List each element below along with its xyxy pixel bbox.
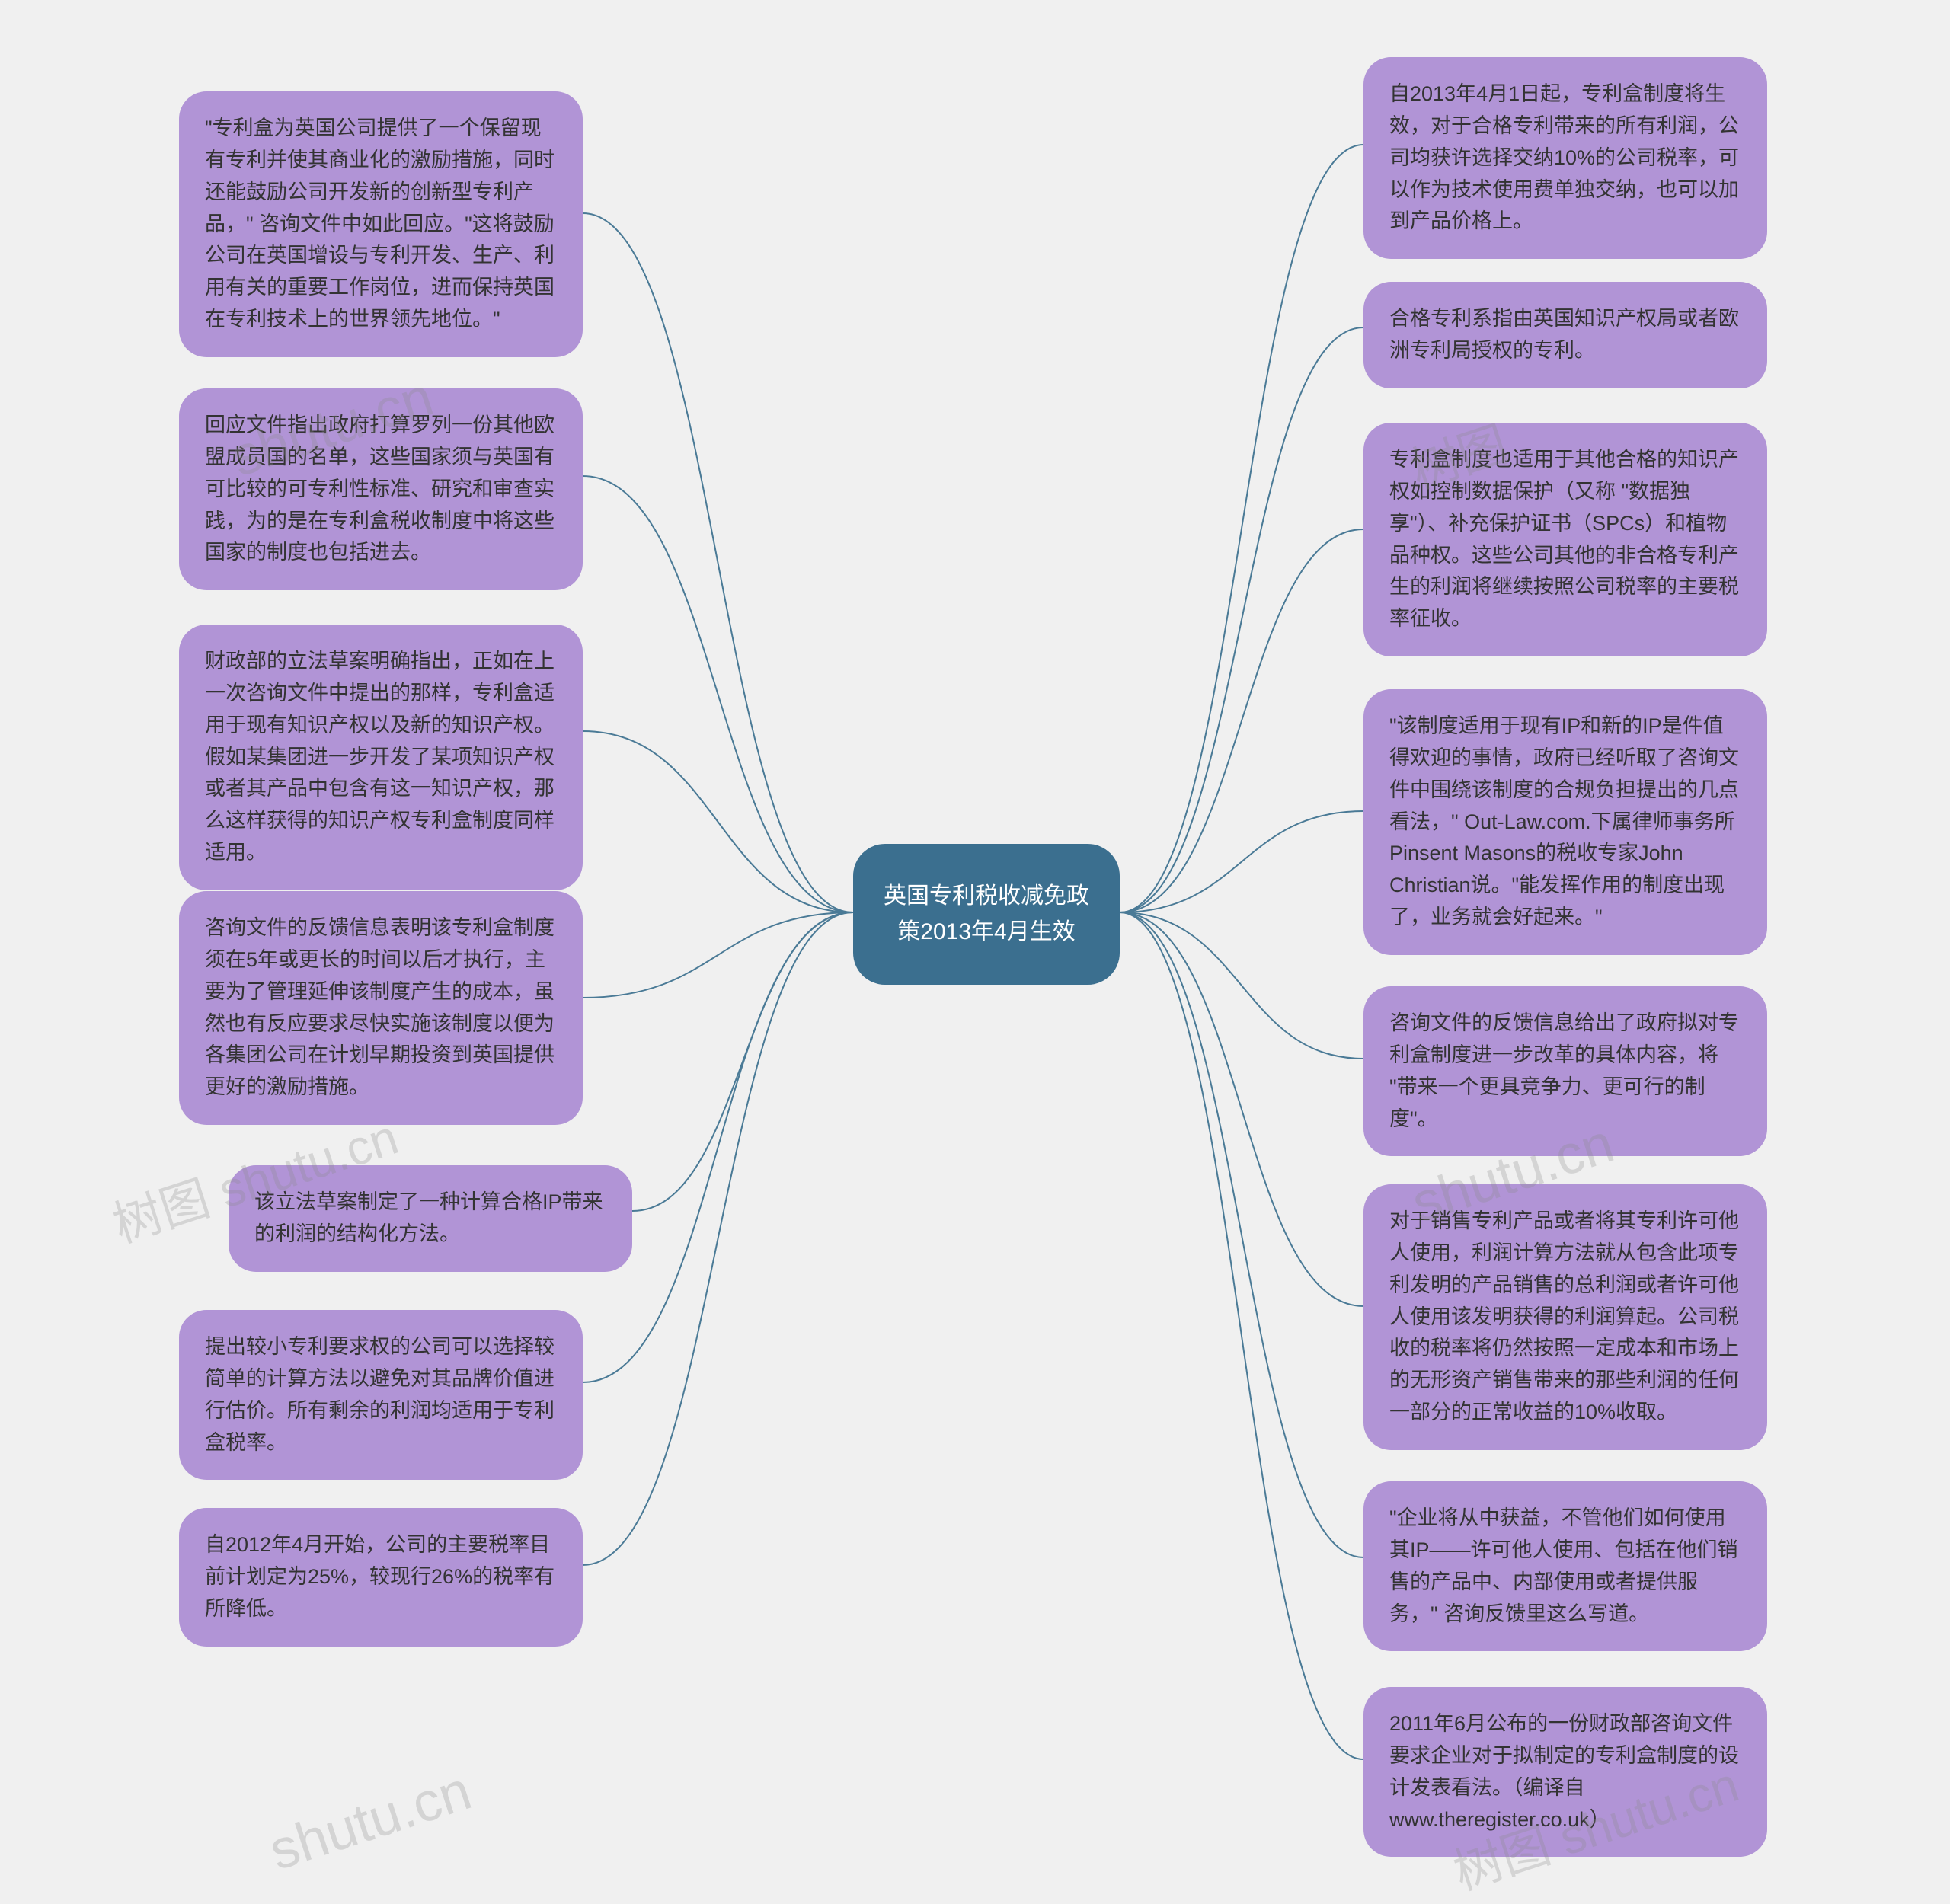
branch-node-left-4: 咨询文件的反馈信息表明该专利盒制度须在5年或更长的时间以后才执行，主要为了管理延… <box>179 891 583 1125</box>
branch-text: 合格专利系指由英国知识产权局或者欧洲专利局授权的专利。 <box>1389 307 1739 362</box>
branch-node-left-5: 该立法草案制定了一种计算合格IP带来的利润的结构化方法。 <box>229 1165 632 1272</box>
branch-text: 回应文件指出政府打算罗列一份其他欧盟成员国的名单，这些国家须与英国有可比较的可专… <box>205 414 555 564</box>
branch-text: 专利盒制度也适用于其他合格的知识产权如控制数据保护（又称 "数据独享"）、补充保… <box>1389 448 1739 630</box>
branch-text: 该立法草案制定了一种计算合格IP带来的利润的结构化方法。 <box>254 1190 603 1245</box>
branch-node-left-3: 财政部的立法草案明确指出，正如在上一次咨询文件中提出的那样，专利盒适用于现有知识… <box>179 625 583 890</box>
center-topic: 英国专利税收减免政策2013年4月生效 <box>853 844 1120 985</box>
branch-node-left-7: 自2012年4月开始，公司的主要税率目前计划定为25%，较现行26%的税率有所降… <box>179 1508 583 1647</box>
branch-text: 2011年6月公布的一份财政部咨询文件要求企业对于拟制定的专利盒制度的设计发表看… <box>1389 1712 1739 1831</box>
branch-text: "企业将从中获益，不管他们如何使用其IP——许可他人使用、包括在他们销售的产品中… <box>1389 1506 1738 1625</box>
branch-node-left-1: "专利盒为英国公司提供了一个保留现有专利并使其商业化的激励措施，同时还能鼓励公司… <box>179 91 583 357</box>
branch-node-right-3: 专利盒制度也适用于其他合格的知识产权如控制数据保护（又称 "数据独享"）、补充保… <box>1363 423 1767 656</box>
branch-node-right-5: 咨询文件的反馈信息给出了政府拟对专利盒制度进一步改革的具体内容，将 "带来一个更… <box>1363 986 1767 1156</box>
branch-node-right-4: "该制度适用于现有IP和新的IP是件值得欢迎的事情，政府已经听取了咨询文件中围绕… <box>1363 689 1767 955</box>
branch-text: "专利盒为英国公司提供了一个保留现有专利并使其商业化的激励措施，同时还能鼓励公司… <box>205 117 555 331</box>
branch-text: 财政部的立法草案明确指出，正如在上一次咨询文件中提出的那样，专利盒适用于现有知识… <box>205 650 555 864</box>
center-topic-text: 英国专利税收减免政策2013年4月生效 <box>884 883 1089 944</box>
branch-node-left-2: 回应文件指出政府打算罗列一份其他欧盟成员国的名单，这些国家须与英国有可比较的可专… <box>179 388 583 590</box>
branch-node-right-8: 2011年6月公布的一份财政部咨询文件要求企业对于拟制定的专利盒制度的设计发表看… <box>1363 1687 1767 1857</box>
branch-text: 咨询文件的反馈信息表明该专利盒制度须在5年或更长的时间以后才执行，主要为了管理延… <box>205 916 555 1098</box>
branch-node-right-6: 对于销售专利产品或者将其专利许可他人使用，利润计算方法就从包含此项专利发明的产品… <box>1363 1184 1767 1450</box>
branch-node-right-7: "企业将从中获益，不管他们如何使用其IP——许可他人使用、包括在他们销售的产品中… <box>1363 1481 1767 1651</box>
branch-text: 咨询文件的反馈信息给出了政府拟对专利盒制度进一步改革的具体内容，将 "带来一个更… <box>1389 1011 1739 1130</box>
mindmap-canvas: 英国专利税收减免政策2013年4月生效 "专利盒为英国公司提供了一个保留现有专利… <box>0 0 1950 1901</box>
branch-text: 对于销售专利产品或者将其专利许可他人使用，利润计算方法就从包含此项专利发明的产品… <box>1389 1209 1739 1423</box>
branch-node-right-2: 合格专利系指由英国知识产权局或者欧洲专利局授权的专利。 <box>1363 282 1767 388</box>
branch-node-left-6: 提出较小专利要求权的公司可以选择较简单的计算方法以避免对其品牌价值进行估价。所有… <box>179 1310 583 1480</box>
branch-text: 提出较小专利要求权的公司可以选择较简单的计算方法以避免对其品牌价值进行估价。所有… <box>205 1335 555 1454</box>
branch-text: "该制度适用于现有IP和新的IP是件值得欢迎的事情，政府已经听取了咨询文件中围绕… <box>1389 714 1739 928</box>
branch-node-right-1: 自2013年4月1日起，专利盒制度将生效，对于合格专利带来的所有利润，公司均获许… <box>1363 57 1767 259</box>
branch-text: 自2012年4月开始，公司的主要税率目前计划定为25%，较现行26%的税率有所降… <box>205 1533 555 1620</box>
branch-text: 自2013年4月1日起，专利盒制度将生效，对于合格专利带来的所有利润，公司均获许… <box>1389 82 1739 232</box>
